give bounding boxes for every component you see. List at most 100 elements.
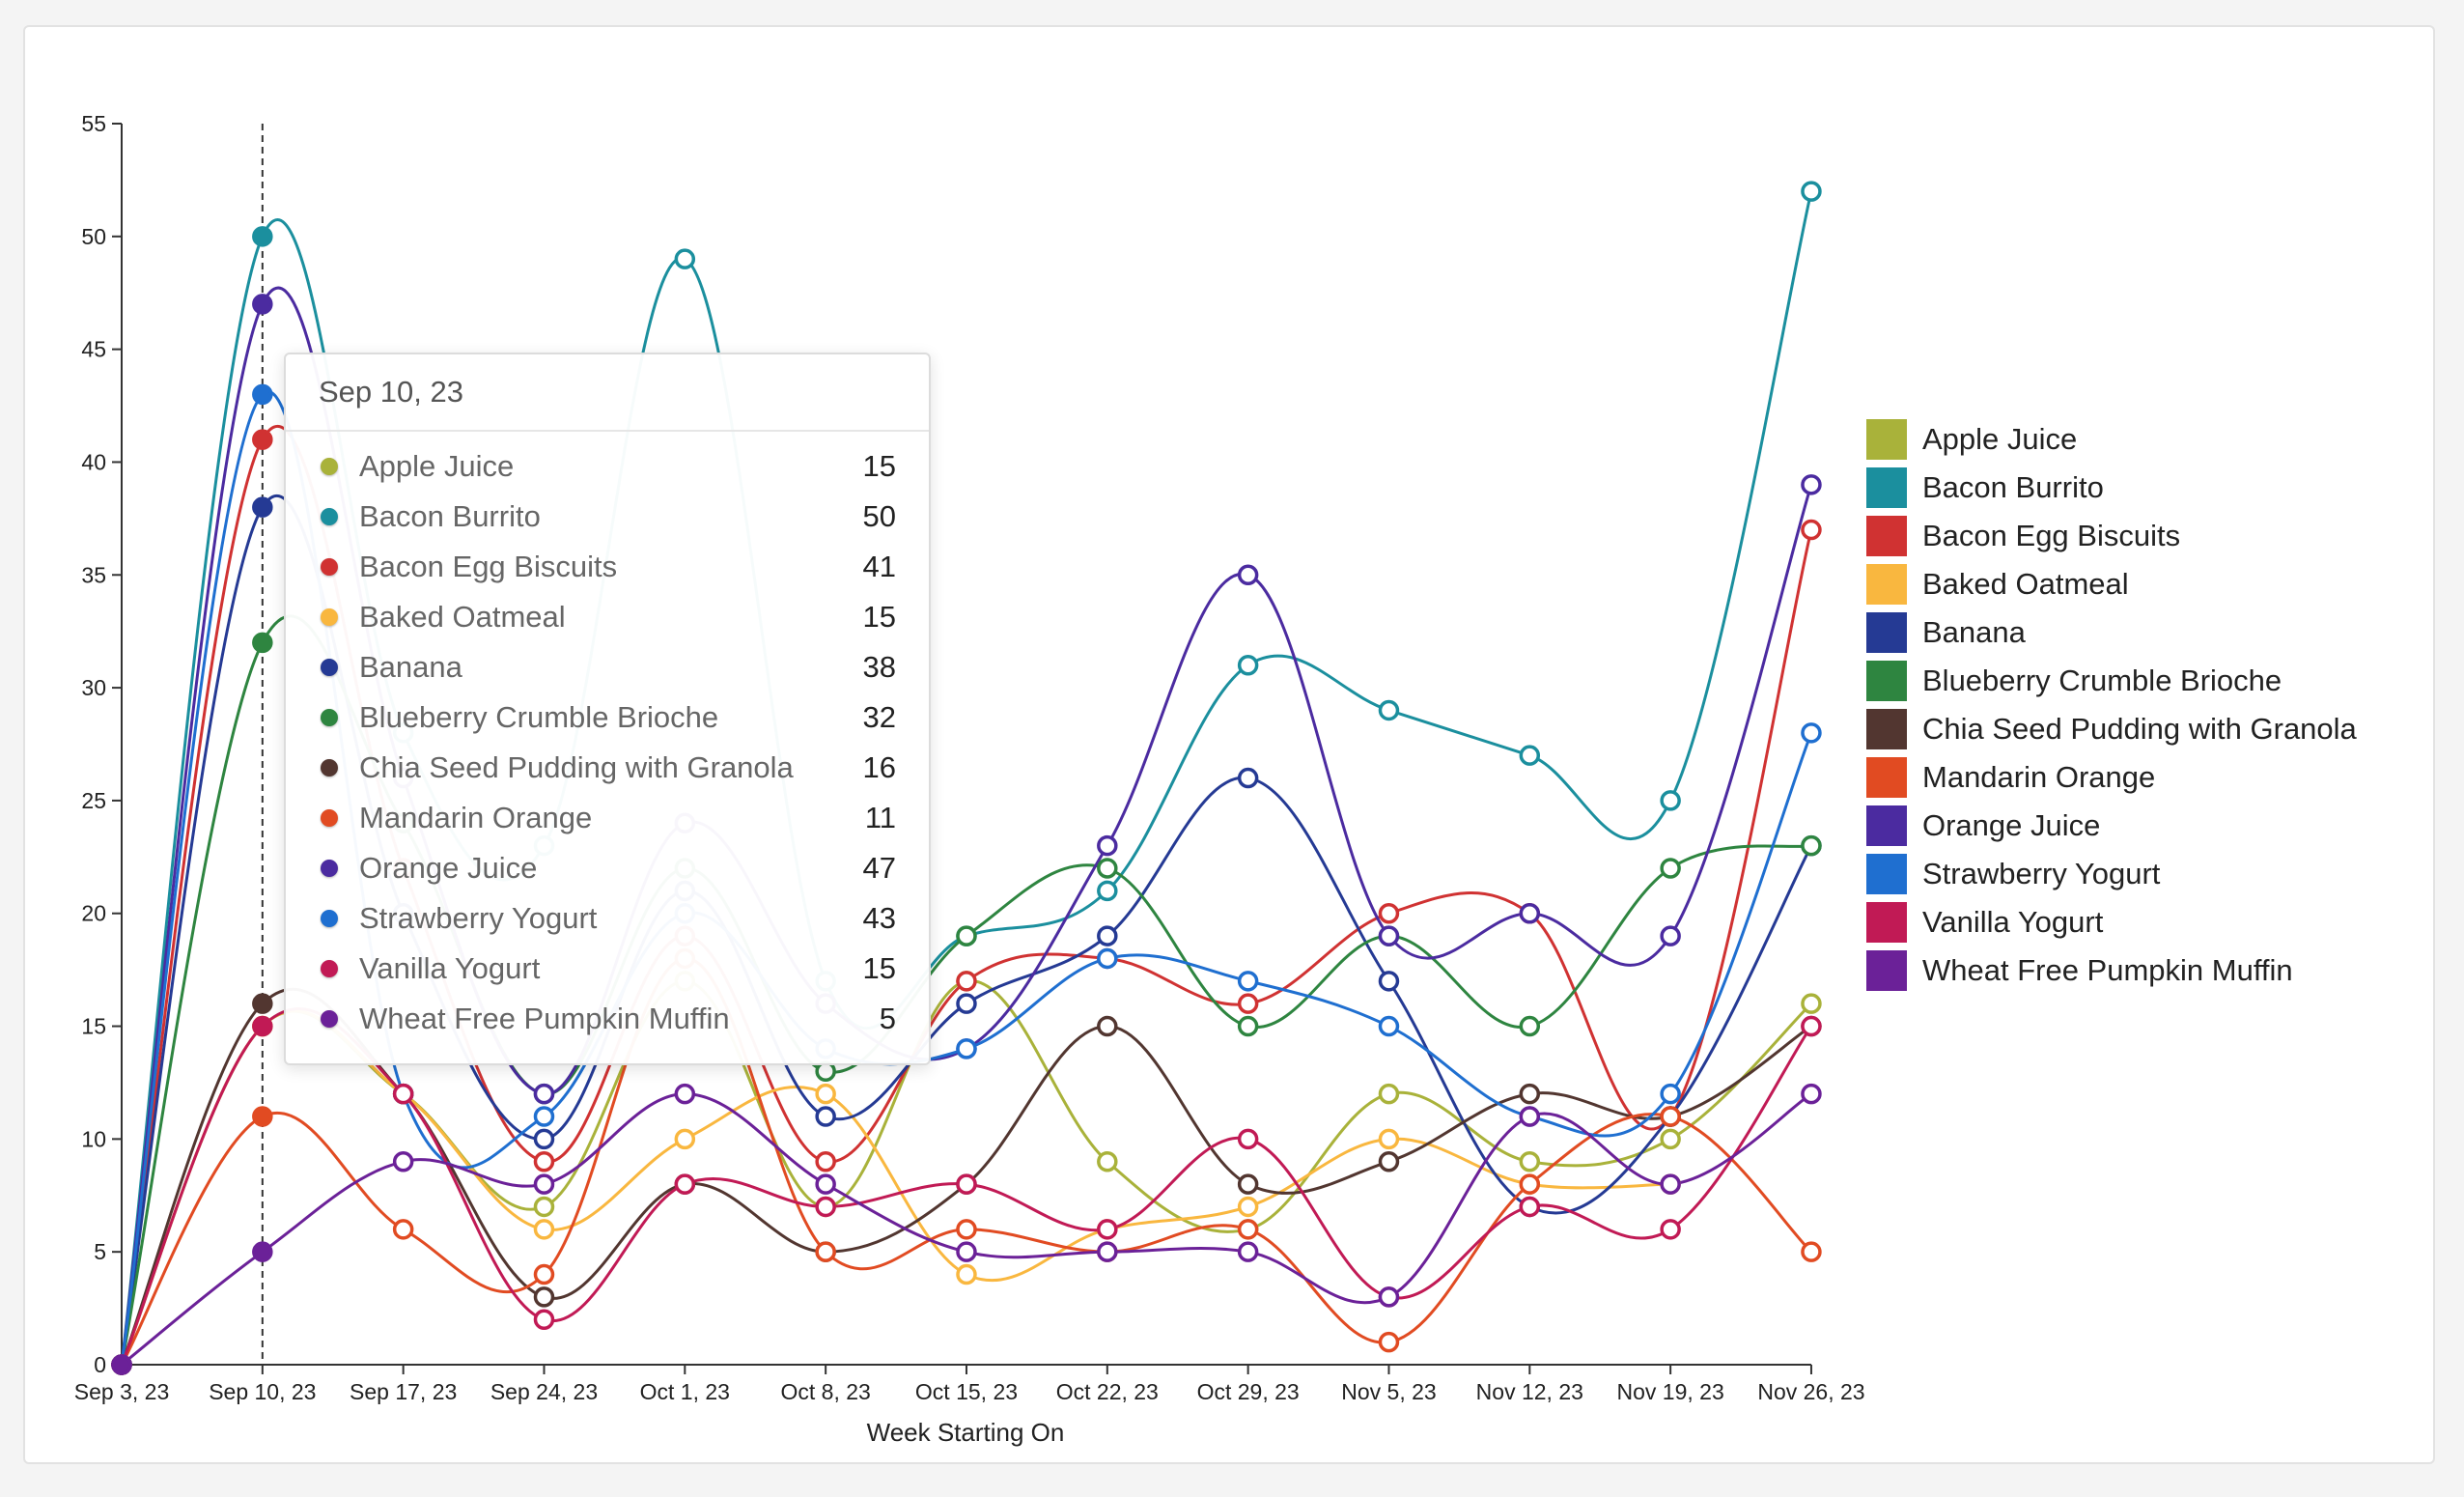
tooltip-row-label: Banana <box>359 650 462 684</box>
x-tick-label: Sep 3, 23 <box>74 1379 169 1404</box>
series-dot-icon <box>321 659 338 676</box>
y-tick-label: 10 <box>81 1126 106 1151</box>
x-tick-label: Sep 24, 23 <box>490 1379 598 1404</box>
data-point-bacon-burrito <box>1097 880 1118 902</box>
tooltip-row-value: 15 <box>862 951 896 985</box>
data-point-vanilla-yogurt <box>815 1196 836 1218</box>
legend-item-blueberry-crumble-brioche[interactable]: Blueberry Crumble Brioche <box>1866 657 2357 705</box>
series-points <box>111 181 1822 1375</box>
legend-item-chia-seed-pudding-with-granola[interactable]: Chia Seed Pudding with Granola <box>1866 705 2357 753</box>
legend-swatch <box>1866 709 1907 749</box>
tooltip-row: Blueberry Crumble Brioche 32 <box>286 692 929 743</box>
legend-swatch <box>1866 467 1907 508</box>
tooltip-row-value: 47 <box>862 851 896 885</box>
series-dot-icon <box>321 1010 338 1028</box>
data-point-wheat-free-pumpkin-muffin <box>1801 1083 1822 1105</box>
data-point-blueberry-crumble-brioche <box>1097 858 1118 879</box>
data-point-wheat-free-pumpkin-muffin <box>533 1173 555 1195</box>
data-point-wheat-free-pumpkin-muffin <box>392 1150 414 1172</box>
legend-item-strawberry-yogurt[interactable]: Strawberry Yogurt <box>1866 850 2357 898</box>
legend-item-mandarin-orange[interactable]: Mandarin Orange <box>1866 753 2357 802</box>
data-point-baked-oatmeal <box>956 1263 977 1285</box>
series-dot-icon <box>321 759 338 777</box>
data-point-banana <box>1378 971 1400 992</box>
x-tick-label: Nov 26, 23 <box>1757 1379 1864 1404</box>
data-point-wheat-free-pumpkin-muffin <box>252 1241 273 1262</box>
data-point-mandarin-orange <box>1519 1173 1541 1195</box>
data-point-apple-juice <box>1801 993 1822 1014</box>
data-point-apple-juice <box>1378 1083 1400 1105</box>
data-point-wheat-free-pumpkin-muffin <box>674 1083 696 1105</box>
legend-item-wheat-free-pumpkin-muffin[interactable]: Wheat Free Pumpkin Muffin <box>1866 946 2357 995</box>
data-point-vanilla-yogurt <box>674 1173 696 1195</box>
legend-swatch <box>1866 757 1907 798</box>
legend-label: Wheat Free Pumpkin Muffin <box>1922 953 2293 987</box>
y-tick-label: 50 <box>81 224 106 249</box>
y-tick-label: 45 <box>81 337 106 362</box>
y-tick-label: 55 <box>81 111 106 136</box>
data-point-orange-juice <box>1801 474 1822 495</box>
legend-item-apple-juice[interactable]: Apple Juice <box>1866 415 2357 464</box>
data-point-strawberry-yogurt <box>956 1038 977 1059</box>
data-point-orange-juice <box>1519 902 1541 924</box>
data-point-bacon-burrito <box>1519 745 1541 766</box>
data-point-orange-juice <box>1660 925 1681 946</box>
data-point-mandarin-orange <box>392 1219 414 1240</box>
tooltip-row-value: 32 <box>862 700 896 734</box>
tooltip-row-label: Apple Juice <box>359 449 515 483</box>
data-point-strawberry-yogurt <box>1801 722 1822 744</box>
legend-label: Baked Oatmeal <box>1922 567 2129 601</box>
data-point-blueberry-crumble-brioche <box>1660 858 1681 879</box>
data-point-mandarin-orange <box>1660 1106 1681 1127</box>
legend-item-orange-juice[interactable]: Orange Juice <box>1866 802 2357 850</box>
legend-label: Bacon Egg Biscuits <box>1922 519 2181 552</box>
data-point-bacon-burrito <box>1660 790 1681 811</box>
series-dot-icon <box>321 558 338 576</box>
tooltip-row-value: 16 <box>862 750 896 784</box>
chart-legend: Apple Juice Bacon Burrito Bacon Egg Biscui… <box>1866 415 2357 995</box>
legend-item-bacon-egg-biscuits[interactable]: Bacon Egg Biscuits <box>1866 512 2357 560</box>
data-point-vanilla-yogurt <box>252 1015 273 1037</box>
legend-label: Strawberry Yogurt <box>1922 857 2161 890</box>
legend-swatch <box>1866 419 1907 460</box>
data-point-strawberry-yogurt <box>1097 947 1118 970</box>
series-dot-icon <box>321 809 338 827</box>
x-tick-label: Nov 19, 23 <box>1617 1379 1724 1404</box>
y-tick-label: 25 <box>81 788 106 813</box>
y-tick-label: 0 <box>94 1352 106 1377</box>
legend-item-bacon-burrito[interactable]: Bacon Burrito <box>1866 464 2357 512</box>
data-point-strawberry-yogurt <box>1660 1083 1681 1105</box>
data-point-blueberry-crumble-brioche <box>252 632 273 654</box>
tooltip-row: Mandarin Orange 11 <box>286 793 929 843</box>
tooltip-row-value: 5 <box>879 1002 896 1035</box>
x-tick-label: Sep 17, 23 <box>350 1379 457 1404</box>
legend-swatch <box>1866 661 1907 701</box>
x-tick-label: Nov 12, 23 <box>1476 1379 1583 1404</box>
data-point-mandarin-orange <box>1237 1219 1259 1240</box>
legend-swatch <box>1866 564 1907 605</box>
data-point-apple-juice <box>1660 1128 1681 1150</box>
x-tick-label: Oct 1, 23 <box>640 1379 730 1404</box>
data-point-bacon-burrito <box>252 226 273 247</box>
tooltip-row-value: 41 <box>862 550 896 583</box>
legend-item-vanilla-yogurt[interactable]: Vanilla Yogurt <box>1866 898 2357 946</box>
x-axis-label: Week Starting On <box>867 1418 1065 1447</box>
legend-swatch <box>1866 516 1907 556</box>
legend-item-baked-oatmeal[interactable]: Baked Oatmeal <box>1866 560 2357 608</box>
data-point-wheat-free-pumpkin-muffin <box>111 1354 132 1375</box>
data-point-vanilla-yogurt <box>1097 1219 1118 1240</box>
tooltip-row: Chia Seed Pudding with Granola 16 <box>286 743 929 793</box>
data-point-wheat-free-pumpkin-muffin <box>1237 1241 1259 1262</box>
legend-item-banana[interactable]: Banana <box>1866 608 2357 657</box>
data-point-apple-juice <box>1519 1150 1541 1172</box>
data-point-orange-juice <box>1237 564 1259 586</box>
tooltip-row: Apple Juice 15 <box>286 441 929 492</box>
tooltip-row-label: Strawberry Yogurt <box>359 901 598 935</box>
legend-swatch <box>1866 612 1907 653</box>
tooltip-row-label: Mandarin Orange <box>359 801 593 834</box>
data-point-strawberry-yogurt <box>1378 1015 1400 1037</box>
data-point-bacon-burrito <box>1801 181 1822 202</box>
data-point-strawberry-yogurt <box>1237 971 1259 992</box>
series-dot-icon <box>321 458 338 475</box>
